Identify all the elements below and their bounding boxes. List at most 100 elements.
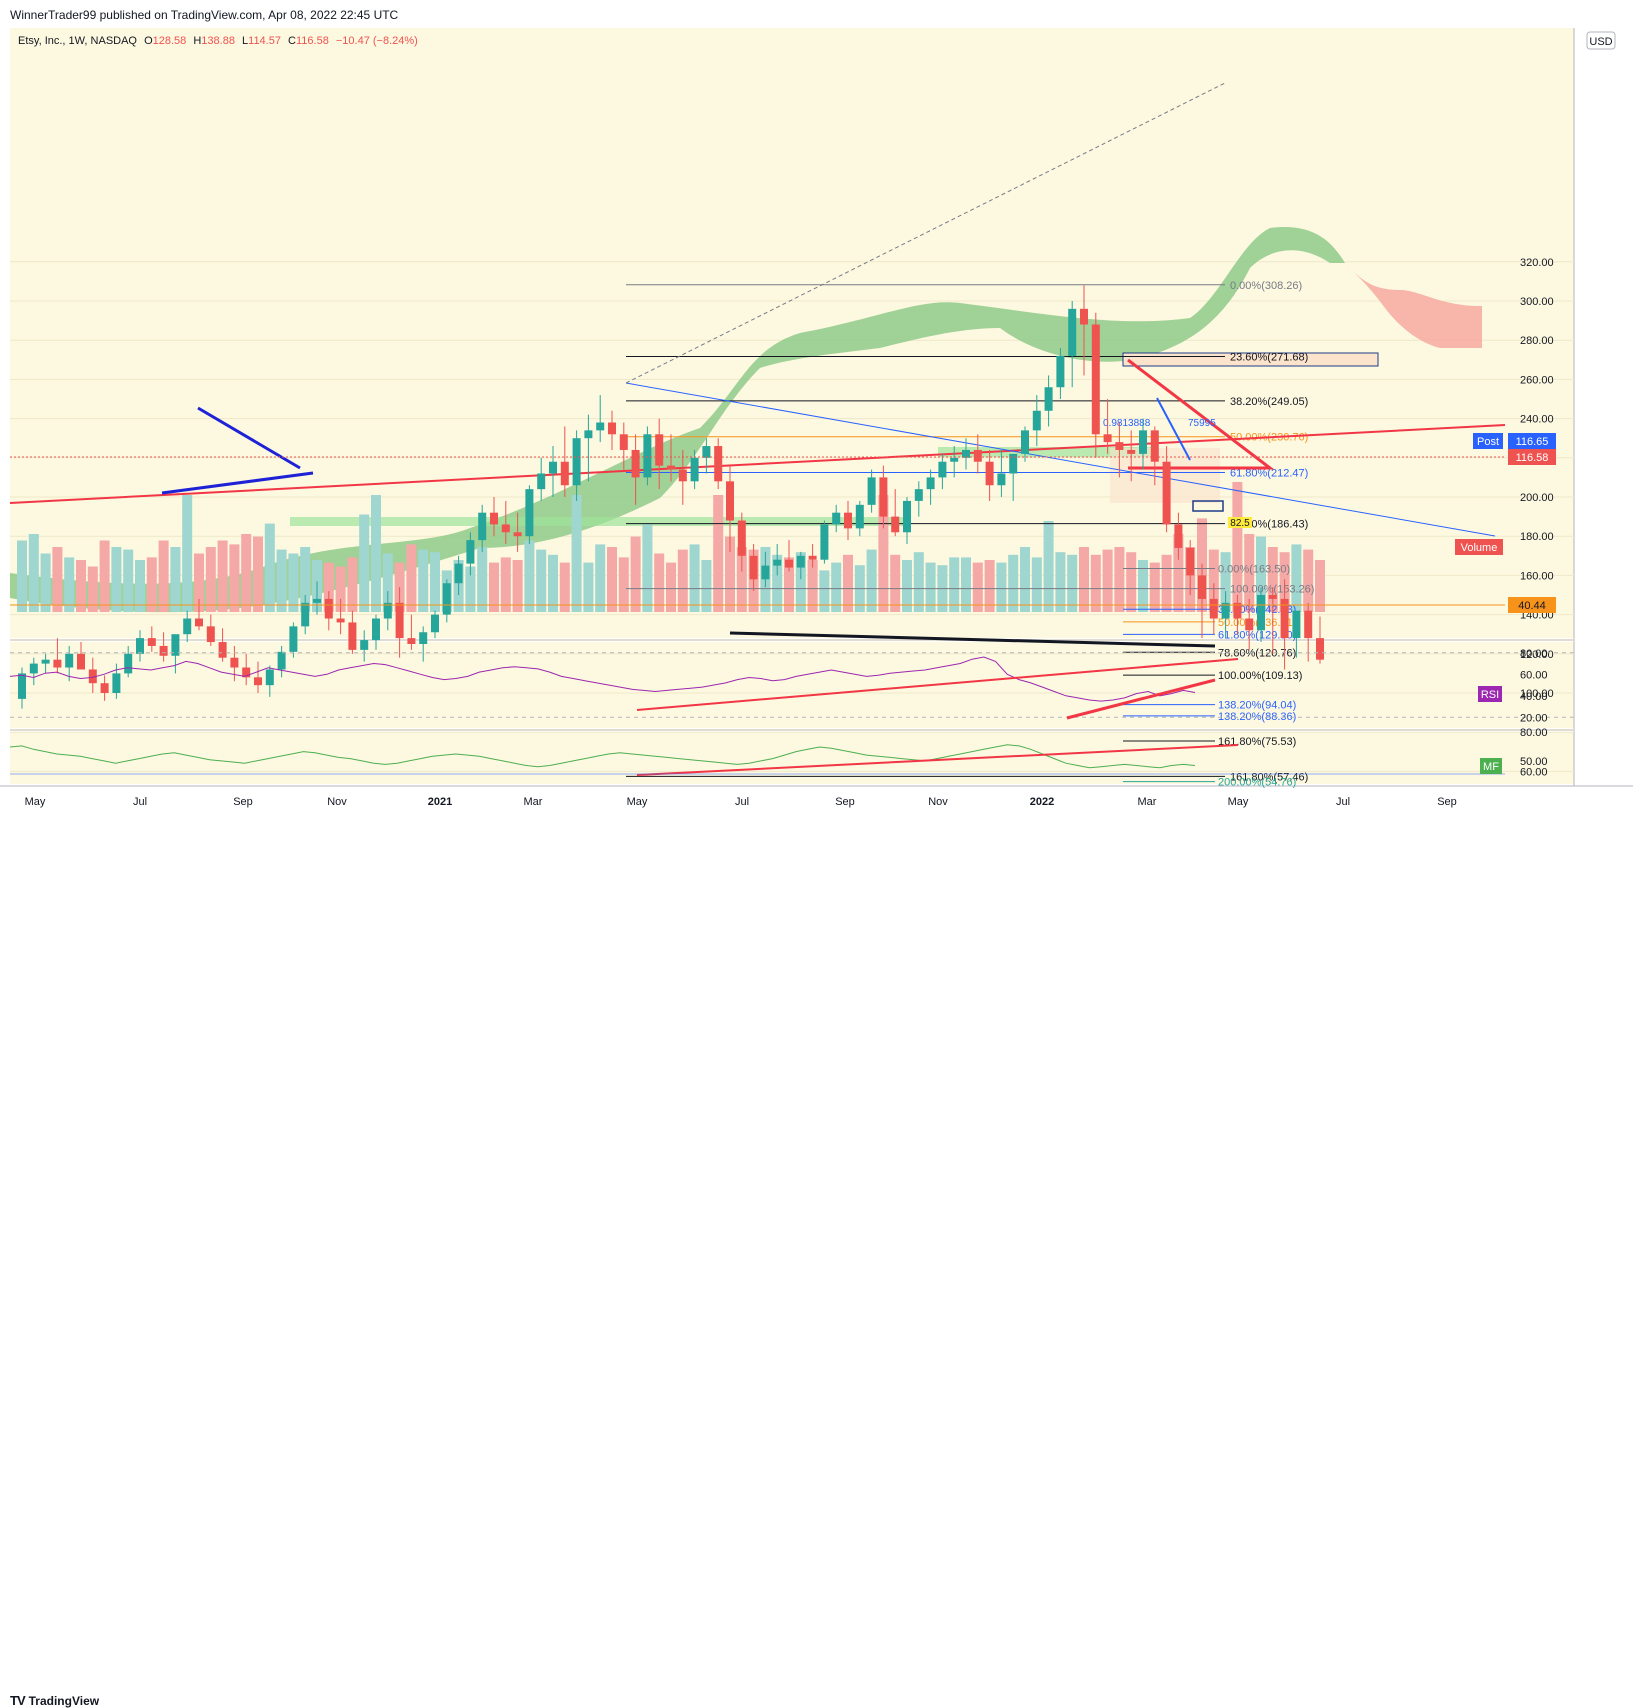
volume-bar [902,560,912,612]
price-tick-label: 240.00 [1520,414,1554,426]
rsi-tick-label: 60.00 [1520,669,1548,681]
candle-body [749,555,758,580]
time-tick-label: Sep [1437,796,1457,808]
candle-body [1280,598,1289,639]
time-tick-label: Mar [524,796,543,808]
volume-bar [217,540,228,612]
down-arrow-projection [1156,397,1191,461]
candle-body [619,434,628,450]
candle-body [478,512,487,541]
candle-body [1068,308,1077,356]
candle-body [1209,598,1218,619]
low-level-badge [1508,597,1556,613]
volume-bar [1102,549,1113,612]
candle-body [832,512,841,525]
trend-drawings: 82.5 0.9813888 75995 [9,82,1506,537]
candle-body [1198,575,1206,599]
trendline-blue-channel [625,382,1496,537]
candle-body [1304,610,1313,639]
candle-body [914,489,923,501]
volume-bar [17,540,27,612]
candle-body [466,540,475,564]
time-tick-label: 2022 [1030,796,1054,808]
rsi-pane: 80.00 60.00 40.00 20.00 RSI [9,631,1574,724]
price-target-badge [1228,517,1252,528]
volume-bar [677,549,688,612]
candle-body [962,449,970,458]
volume-bar [595,544,606,612]
volume-bar [1244,534,1255,612]
candle-body [655,434,664,466]
candle-body [407,638,416,644]
candle-body [820,524,829,560]
candle-body [1150,430,1159,462]
volume-bar [890,554,901,612]
volume-bar [630,536,641,612]
candle-body [53,659,62,668]
currency-badge[interactable] [1586,31,1616,50]
candle-body [785,559,793,568]
candle-body [997,473,1006,486]
volume-bar [430,552,440,612]
candle-body [549,461,557,474]
mf-badge-label: MF [1483,761,1499,773]
tradingview-logo[interactable]: TV TradingView [10,1693,99,1708]
candle-body [88,669,97,684]
volume-bar [64,557,75,612]
rsi-tick-label: 20.00 [1520,712,1548,724]
candle-body [254,677,262,686]
volume-bar [618,557,629,612]
candle-body [1009,453,1018,474]
volume-bar [347,557,358,612]
candle-body [1044,387,1053,411]
candle-body [926,477,935,490]
rsi-pane-bg [10,642,1574,728]
time-tick-label: Jul [735,796,749,808]
volume-bar [772,554,783,612]
candle-body [678,469,687,482]
volume-bar [689,544,700,612]
volume-bar [1043,521,1054,612]
candle-body [313,598,321,603]
candle-body [667,465,675,470]
chart-canvas[interactable]: USD Etsy, Inc., 1W, NASDAQ O128.58 H138.… [0,28,1633,840]
volume-bar [135,560,145,612]
legend-close-label: C [288,35,296,47]
volume-bar [571,495,582,612]
fib-level-label: 138.20%(94.04) [1218,700,1296,712]
candle-body [490,512,498,525]
rsi-tick-label: 80.00 [1520,648,1548,660]
candle-body [242,667,251,678]
volume-bar [1315,560,1325,612]
time-tick-label: May [25,796,46,808]
legend-low-label: L [242,35,248,47]
candle-body [572,438,581,486]
candle-body [112,673,121,693]
volume-bar [170,547,181,612]
candle-body [100,683,109,693]
candle-body [454,563,463,584]
candle-body [537,473,546,490]
volume-bar [99,540,110,612]
volume-bar [583,562,594,612]
volume-bar [382,553,393,612]
mf-tick-label: 50.00 [1520,756,1548,768]
post-price-badge [1508,433,1556,449]
fib-level-label: 0.00%(308.26) [1230,280,1302,292]
price-tick-label: 180.00 [1520,531,1554,543]
post-label-badge [1473,433,1503,449]
time-tick-label: Jul [133,796,147,808]
candle-body [1080,308,1088,325]
candle-body [1115,442,1124,450]
price-tick-label: 280.00 [1520,335,1554,347]
price-badges: Post 116.65 116.58 Volume 40.44 [10,433,1556,613]
tradingview-brand: TradingView [28,1693,100,1708]
volume-bar [701,560,712,612]
volume-bar [300,547,311,612]
legend-high-label: H [193,35,201,47]
volume-label: Volume [1461,542,1498,554]
mf-badge [1480,758,1502,774]
candle-body [383,602,392,619]
candle-body [938,461,947,478]
candle-body [1268,595,1277,599]
